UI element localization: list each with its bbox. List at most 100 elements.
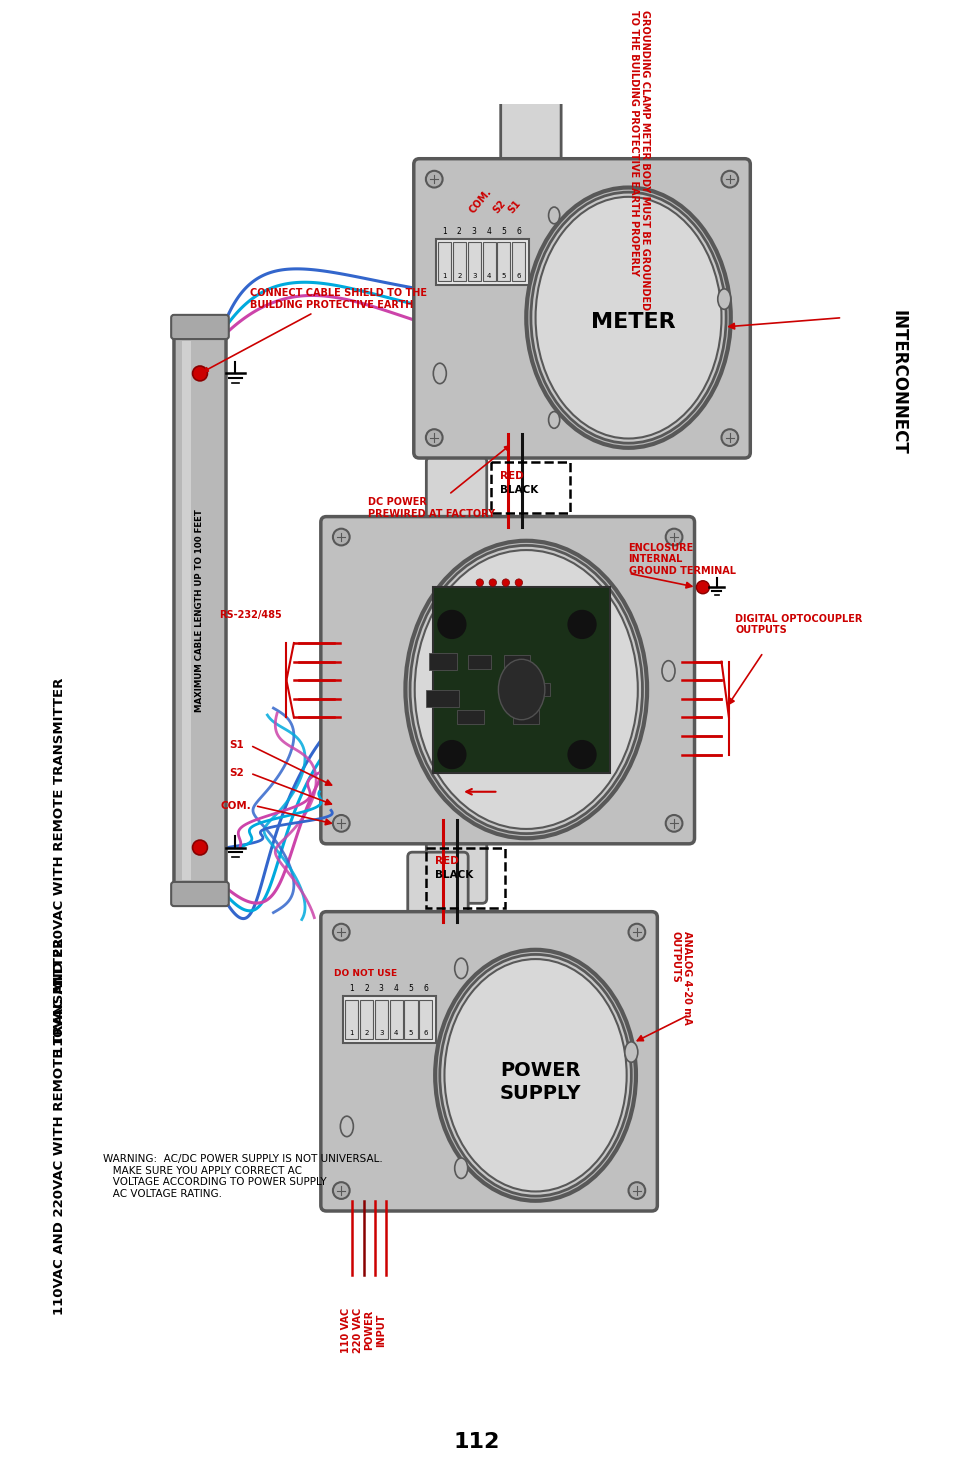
Ellipse shape bbox=[410, 546, 641, 833]
Bar bbox=[503, 655, 530, 668]
Circle shape bbox=[425, 171, 442, 187]
Circle shape bbox=[720, 429, 738, 445]
Bar bbox=[389, 1000, 402, 1038]
Ellipse shape bbox=[405, 541, 646, 838]
Ellipse shape bbox=[455, 959, 467, 978]
Bar bbox=[404, 1000, 417, 1038]
Text: 2: 2 bbox=[364, 1031, 368, 1037]
Circle shape bbox=[720, 171, 738, 187]
Text: S1: S1 bbox=[505, 198, 522, 215]
Circle shape bbox=[501, 578, 509, 587]
Text: 3: 3 bbox=[472, 227, 476, 236]
Bar bbox=[468, 655, 491, 668]
Ellipse shape bbox=[435, 950, 636, 1201]
Bar bbox=[343, 996, 436, 1043]
Text: 2: 2 bbox=[456, 273, 461, 279]
Ellipse shape bbox=[535, 196, 720, 438]
Text: 4: 4 bbox=[394, 984, 398, 993]
Bar bbox=[457, 711, 483, 724]
Circle shape bbox=[437, 740, 465, 768]
Text: ENCLOSURE
INTERNAL
GROUND TERMINAL: ENCLOSURE INTERNAL GROUND TERMINAL bbox=[628, 543, 735, 575]
Bar bbox=[375, 1000, 387, 1038]
FancyBboxPatch shape bbox=[407, 853, 468, 923]
Bar bbox=[491, 462, 569, 513]
Circle shape bbox=[489, 578, 496, 587]
Bar bbox=[433, 587, 609, 773]
Ellipse shape bbox=[548, 207, 559, 224]
Bar bbox=[425, 848, 504, 909]
Bar bbox=[436, 239, 529, 285]
Text: 1: 1 bbox=[349, 1031, 354, 1037]
Text: 5: 5 bbox=[501, 227, 506, 236]
Text: 2: 2 bbox=[456, 227, 461, 236]
Circle shape bbox=[628, 1181, 644, 1199]
Circle shape bbox=[333, 816, 350, 832]
Bar bbox=[482, 242, 495, 282]
Text: RED: RED bbox=[499, 471, 523, 481]
Ellipse shape bbox=[526, 187, 730, 448]
FancyBboxPatch shape bbox=[173, 323, 226, 898]
Ellipse shape bbox=[531, 192, 725, 442]
Text: GROUNDING CLAMP METER BODY MUST BE GROUNDED
TO THE BUILDING PROTECTIVE EARTH PRO: GROUNDING CLAMP METER BODY MUST BE GROUN… bbox=[628, 9, 649, 310]
Text: S2: S2 bbox=[491, 198, 507, 215]
Text: S1: S1 bbox=[229, 740, 243, 751]
Ellipse shape bbox=[624, 1041, 638, 1062]
Text: SUPPLY: SUPPLY bbox=[499, 1084, 580, 1103]
Bar bbox=[345, 1000, 357, 1038]
FancyBboxPatch shape bbox=[426, 832, 486, 903]
Text: 5: 5 bbox=[408, 984, 413, 993]
Circle shape bbox=[476, 578, 483, 587]
Bar bbox=[497, 242, 510, 282]
Circle shape bbox=[193, 366, 207, 381]
Ellipse shape bbox=[433, 363, 446, 384]
Bar bbox=[426, 690, 458, 707]
FancyBboxPatch shape bbox=[171, 314, 229, 339]
Ellipse shape bbox=[340, 1117, 353, 1137]
Circle shape bbox=[515, 578, 522, 587]
Text: DO NOT USE: DO NOT USE bbox=[334, 969, 396, 978]
Text: RS-232/485: RS-232/485 bbox=[219, 611, 282, 620]
Circle shape bbox=[193, 841, 207, 855]
Text: 6: 6 bbox=[516, 273, 520, 279]
Text: 4: 4 bbox=[486, 273, 491, 279]
Text: 1: 1 bbox=[442, 273, 446, 279]
Bar bbox=[513, 711, 538, 724]
Text: INTERCONNECT: INTERCONNECT bbox=[888, 310, 906, 456]
Circle shape bbox=[628, 923, 644, 941]
FancyBboxPatch shape bbox=[426, 457, 486, 528]
Text: BLACK: BLACK bbox=[435, 870, 473, 881]
Ellipse shape bbox=[548, 412, 559, 428]
Text: 110VAC AND 220VAC WITH REMOTE TRANSMITTER: 110VAC AND 220VAC WITH REMOTE TRANSMITTE… bbox=[53, 938, 66, 1316]
Text: 3: 3 bbox=[378, 984, 383, 993]
Text: 4: 4 bbox=[394, 1031, 398, 1037]
FancyBboxPatch shape bbox=[500, 99, 560, 171]
Bar bbox=[428, 653, 456, 670]
Text: S2: S2 bbox=[229, 768, 243, 779]
Circle shape bbox=[333, 923, 350, 941]
Circle shape bbox=[333, 1181, 350, 1199]
Bar bbox=[453, 242, 465, 282]
Circle shape bbox=[333, 528, 350, 546]
Text: BLACK: BLACK bbox=[499, 485, 537, 494]
Text: POWER: POWER bbox=[499, 1061, 579, 1080]
Ellipse shape bbox=[415, 550, 638, 829]
Text: 5: 5 bbox=[409, 1031, 413, 1037]
FancyBboxPatch shape bbox=[320, 516, 694, 844]
Bar bbox=[419, 1000, 432, 1038]
Text: WARNING:  AC/DC POWER SUPPLY IS NOT UNIVERSAL.
   MAKE SURE YOU APPLY CORRECT AC: WARNING: AC/DC POWER SUPPLY IS NOT UNIVE… bbox=[103, 1155, 383, 1199]
Ellipse shape bbox=[497, 659, 544, 720]
Text: COM.: COM. bbox=[467, 187, 494, 215]
Text: MAXIMUM CABLE LENGTH UP TO 100 FEET: MAXIMUM CABLE LENGTH UP TO 100 FEET bbox=[195, 509, 204, 712]
Ellipse shape bbox=[439, 954, 631, 1196]
Ellipse shape bbox=[444, 959, 626, 1192]
Circle shape bbox=[665, 816, 681, 832]
Text: 1: 1 bbox=[349, 984, 354, 993]
Text: DC POWER
PREWIRED AT FACTORY: DC POWER PREWIRED AT FACTORY bbox=[368, 445, 508, 519]
Text: RED: RED bbox=[435, 857, 458, 866]
Text: DIGITAL OPTOCOUPLER
OUTPUTS: DIGITAL OPTOCOUPLER OUTPUTS bbox=[735, 614, 862, 636]
Ellipse shape bbox=[455, 1158, 467, 1179]
Circle shape bbox=[437, 611, 465, 639]
Bar bbox=[182, 341, 191, 881]
FancyBboxPatch shape bbox=[320, 912, 657, 1211]
Circle shape bbox=[567, 740, 596, 768]
